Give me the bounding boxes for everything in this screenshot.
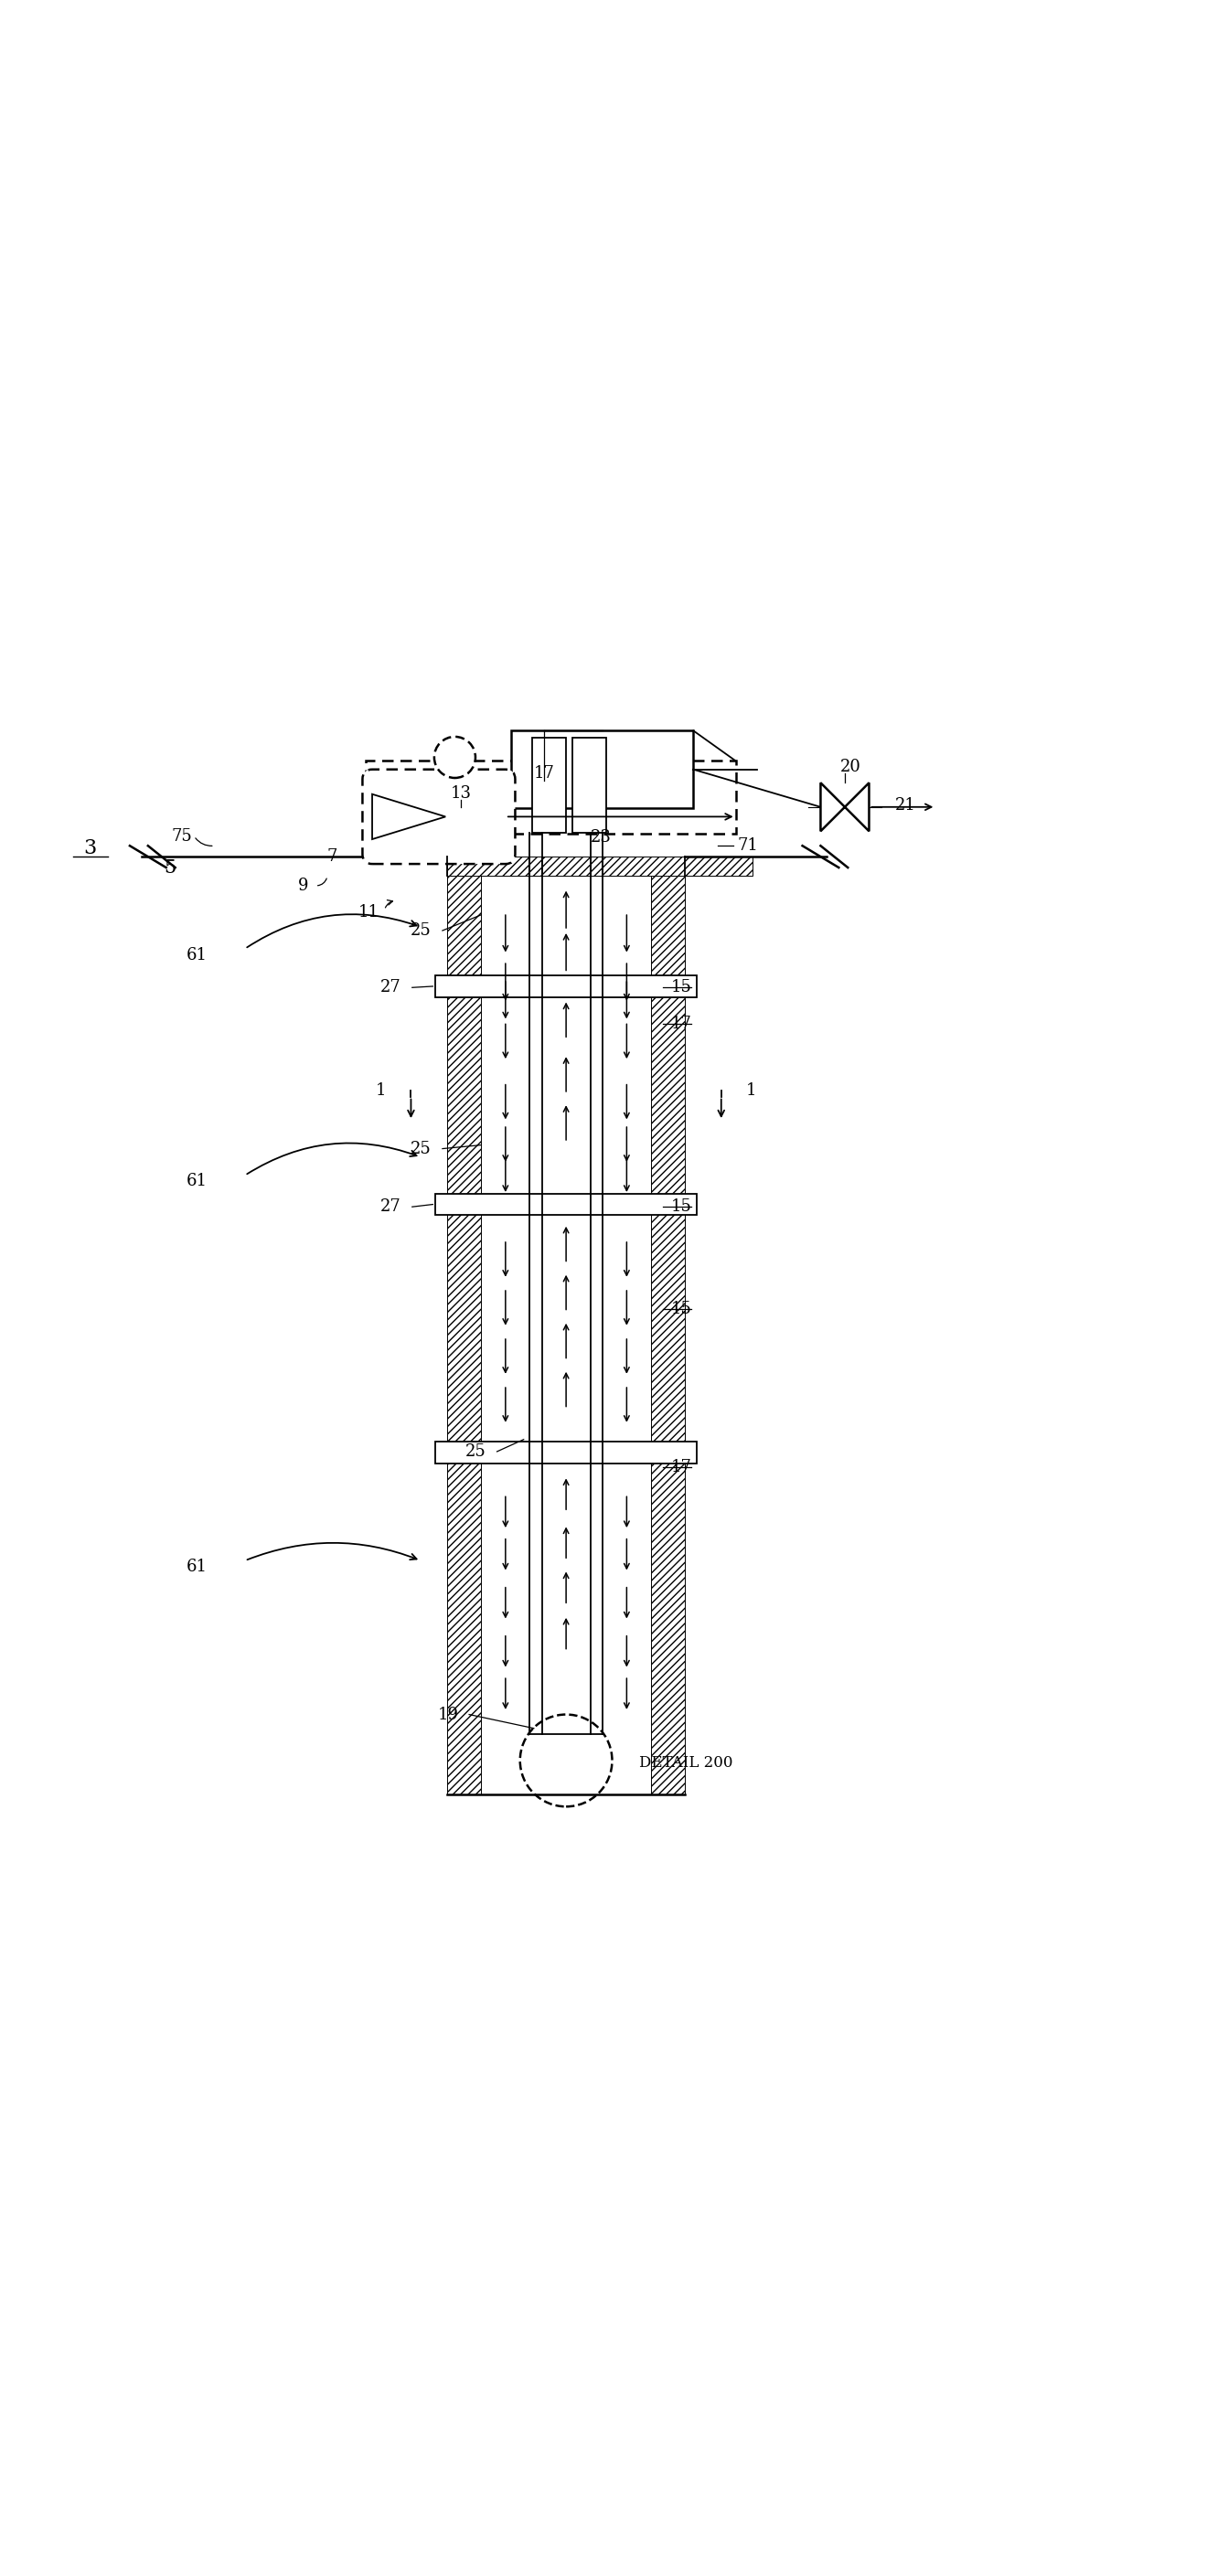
Text: 71: 71 (738, 837, 758, 855)
Circle shape (434, 737, 476, 778)
Text: 61: 61 (186, 1558, 207, 1574)
Bar (448, 858, 753, 876)
Text: 23: 23 (590, 829, 612, 845)
Text: 1: 1 (375, 1082, 386, 1100)
Text: DETAIL 200: DETAIL 200 (639, 1754, 733, 1770)
Text: 27: 27 (380, 1198, 400, 1216)
Text: 11: 11 (358, 904, 378, 920)
Text: 61: 61 (186, 1172, 207, 1190)
Text: 15: 15 (671, 979, 691, 997)
Text: 25: 25 (465, 1443, 486, 1461)
FancyBboxPatch shape (363, 770, 515, 863)
Bar (436, 1193, 697, 1216)
Text: 20: 20 (841, 760, 862, 775)
Bar (448, 876, 481, 1795)
Text: 7: 7 (327, 848, 337, 866)
Text: 5: 5 (164, 858, 175, 876)
Text: 15: 15 (671, 1301, 691, 1316)
Text: 25: 25 (410, 1141, 431, 1157)
Bar (572, 737, 606, 832)
Text: 17: 17 (671, 1458, 691, 1476)
Text: 21: 21 (894, 799, 916, 814)
Text: 19: 19 (438, 1705, 459, 1723)
Text: 1: 1 (746, 1082, 757, 1100)
Text: 75: 75 (172, 827, 192, 845)
Bar (436, 1443, 697, 1463)
Bar (511, 732, 694, 809)
Bar (436, 976, 697, 997)
Text: 15: 15 (671, 1198, 691, 1216)
Text: 9: 9 (298, 878, 308, 894)
Text: 13: 13 (450, 786, 471, 801)
Text: 3: 3 (83, 837, 96, 858)
Bar (366, 760, 736, 835)
Bar (532, 737, 566, 832)
Text: 27: 27 (380, 979, 400, 997)
Text: 17: 17 (534, 765, 555, 781)
Text: 61: 61 (186, 945, 207, 963)
Bar (651, 876, 685, 1795)
Polygon shape (372, 793, 445, 840)
Polygon shape (820, 783, 869, 832)
Text: 17: 17 (671, 1015, 691, 1033)
Text: 25: 25 (410, 922, 431, 938)
